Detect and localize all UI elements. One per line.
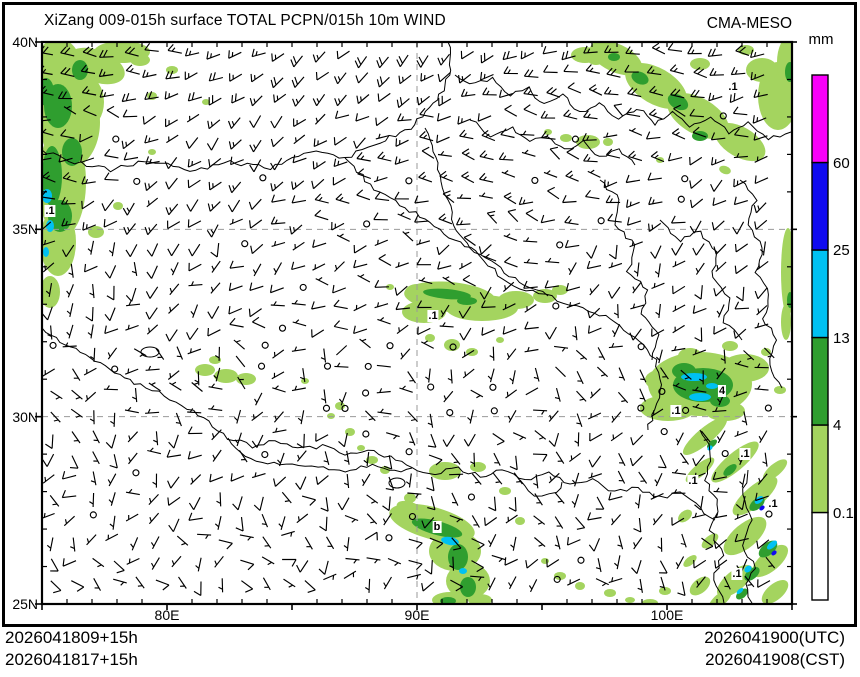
init-time-utc: 2026041809+15h [5,628,138,647]
contour-label: .1 [731,568,743,580]
page-title: XiZang 009-015h surface TOTAL PCPN/015h … [44,12,446,29]
contour-label: .1 [767,498,779,510]
valid-time-utc: 2026041900(UTC) [704,628,845,647]
init-time-cst: 2026041817+15h [5,650,138,669]
colorbar-tick-label: 4 [833,417,842,434]
contour-label: .1 [687,475,699,487]
lon-tick-label: 100E [650,607,684,623]
lat-tick-label: 40N [12,34,38,50]
lat-tick-label: 35N [12,221,38,238]
boundary-layer [41,41,792,604]
colorbar-tick-label: 25 [833,242,850,259]
lat-tick-label: 30N [12,408,38,425]
colorbar-tick-label: 0.1 [833,504,854,522]
contour-label: .1 [44,205,56,217]
contour-label: .1 [670,405,682,417]
lon-tick-label: 80E [154,607,180,623]
lon-tick-label: 90E [404,607,430,623]
contour-label: 4 [717,385,727,397]
valid-time-cst: 2026041908(CST) [705,650,845,669]
contour-label: .1 [427,310,439,322]
outer-frame [2,2,857,627]
contour-label: .1 [739,448,751,460]
model-name: CMA-MESO [706,15,792,32]
map-frame [40,40,794,606]
colorbar-tick-label: 13 [833,329,850,347]
lat-tick-label: 25N [12,596,38,612]
contour-label: .1 [727,81,739,93]
contour-label: b [432,521,442,533]
colorbar-unit-label: mm [808,31,834,48]
graticule-layer [42,42,792,604]
colorbar [811,74,829,601]
colorbar-segment [811,74,829,164]
colorbar-tick-label: 60 [833,154,850,172]
